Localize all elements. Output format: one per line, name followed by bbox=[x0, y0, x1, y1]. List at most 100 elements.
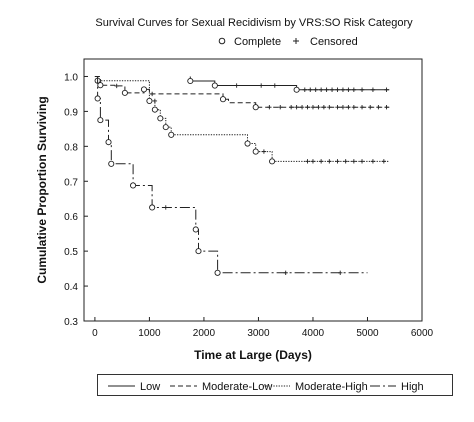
series-line-0 bbox=[189, 76, 390, 91]
complete-point-3-8 bbox=[214, 269, 221, 276]
censored-point-1-19 bbox=[384, 105, 389, 110]
censored-point-1-0 bbox=[114, 83, 119, 89]
censored-point-3-0 bbox=[163, 205, 168, 210]
complete-point-2-3 bbox=[157, 115, 164, 122]
series-2 bbox=[94, 76, 390, 165]
complete-point-2-2 bbox=[151, 106, 158, 113]
censored-point-1-12 bbox=[335, 105, 340, 110]
censored-point-0-15 bbox=[384, 87, 389, 92]
chart-title: Survival Curves for Sexual Recidivism by… bbox=[95, 17, 413, 29]
y-tick-label-5: 0.8 bbox=[64, 142, 78, 153]
censored-point-1-3 bbox=[278, 105, 283, 110]
x-tick-label-5: 5000 bbox=[356, 328, 379, 339]
complete-point-1-3 bbox=[219, 96, 227, 103]
x-tick-label-4: 4000 bbox=[302, 328, 325, 339]
marker-legend: Complete Censored bbox=[218, 36, 358, 48]
censored-point-1-6 bbox=[299, 105, 305, 110]
complete-point-2-5 bbox=[168, 131, 175, 138]
censored-point-0-6 bbox=[318, 87, 324, 92]
series-line-1 bbox=[94, 76, 390, 108]
line-legend: Low Moderate-Low Moderate-High High bbox=[97, 374, 453, 396]
censored-point-2-10 bbox=[370, 159, 376, 164]
censored-point-2-8 bbox=[351, 159, 357, 164]
censored-point-2-4 bbox=[318, 159, 324, 164]
censored-point-1-5 bbox=[294, 105, 299, 110]
censored-point-0-13 bbox=[359, 87, 365, 92]
censored-point-2-0 bbox=[152, 98, 158, 104]
censored-point-1-9 bbox=[316, 105, 321, 110]
complete-point-2-6 bbox=[244, 140, 251, 147]
complete-point-3-5 bbox=[149, 204, 156, 211]
censored-point-2-3 bbox=[310, 159, 316, 164]
y-tick-label-0: 0.3 bbox=[64, 317, 78, 328]
y-tick-label-4: 0.7 bbox=[64, 177, 78, 188]
censored-point-1-4 bbox=[288, 105, 294, 110]
censored-point-2-5 bbox=[327, 159, 332, 164]
censored-point-0-9 bbox=[335, 87, 340, 92]
censored-point-1-16 bbox=[359, 105, 365, 110]
y-tick-label-2: 0.5 bbox=[64, 247, 78, 258]
censored-point-0-5 bbox=[313, 87, 318, 92]
complete-point-1-4 bbox=[252, 104, 259, 111]
censored-point-2-2 bbox=[305, 159, 310, 164]
censored-point-1-14 bbox=[346, 105, 351, 110]
y-tick-label-7: 1.0 bbox=[64, 72, 78, 83]
censored-point-0-2 bbox=[272, 83, 278, 88]
x-tick-label-3: 3000 bbox=[247, 328, 270, 339]
complete-point-2-7 bbox=[252, 148, 259, 155]
censored-marker-symbol bbox=[293, 38, 299, 44]
complete-point-3-2 bbox=[105, 139, 112, 146]
x-axis-label: Time at Large (Days) bbox=[194, 348, 312, 362]
complete-point-2-1 bbox=[146, 97, 153, 104]
x-tick-label-6: 6000 bbox=[411, 328, 434, 339]
legend-label-1: Moderate-Low bbox=[202, 381, 272, 393]
censored-point-0-7 bbox=[324, 87, 329, 92]
complete-point-2-8 bbox=[269, 158, 276, 165]
y-axis: 0.3 0.4 0.5 0.6 0.7 0.8 0.9 1.0 bbox=[64, 72, 88, 328]
censored-marker-label: Censored bbox=[310, 36, 358, 48]
censored-point-1-15 bbox=[351, 105, 357, 110]
x-tick-label-1: 1000 bbox=[138, 328, 161, 339]
series-layer bbox=[94, 76, 390, 276]
complete-point-0-0 bbox=[187, 77, 194, 85]
censored-point-0-14 bbox=[370, 87, 376, 92]
censored-point-1-17 bbox=[368, 105, 373, 110]
complete-point-3-4 bbox=[130, 182, 137, 189]
complete-point-0-2 bbox=[293, 86, 300, 93]
censored-point-1-18 bbox=[376, 105, 381, 110]
censored-point-0-3 bbox=[302, 87, 307, 92]
x-tick-label-0: 0 bbox=[92, 328, 98, 339]
censored-point-0-10 bbox=[340, 87, 346, 92]
complete-point-1-1 bbox=[121, 89, 128, 96]
complete-point-1-0 bbox=[97, 82, 104, 89]
complete-point-3-0 bbox=[94, 95, 101, 102]
legend-label-0: Low bbox=[140, 381, 160, 393]
series-0 bbox=[187, 76, 390, 93]
y-tick-label-6: 0.9 bbox=[64, 107, 78, 118]
censored-point-1-1 bbox=[149, 91, 155, 97]
censored-point-2-11 bbox=[381, 159, 387, 164]
censored-point-0-0 bbox=[234, 83, 239, 88]
complete-marker-symbol bbox=[218, 37, 226, 45]
censored-point-2-9 bbox=[359, 159, 365, 164]
censored-point-3-1 bbox=[283, 270, 288, 275]
series-1 bbox=[94, 76, 390, 111]
x-tick-label-2: 2000 bbox=[193, 328, 216, 339]
y-tick-label-3: 0.6 bbox=[64, 212, 78, 223]
censored-point-0-4 bbox=[308, 87, 313, 92]
censored-point-2-6 bbox=[335, 159, 340, 164]
censored-point-1-2 bbox=[267, 105, 272, 110]
series-3 bbox=[94, 76, 368, 276]
censored-point-3-2 bbox=[338, 270, 343, 275]
plot-frame bbox=[83, 58, 423, 322]
legend-label-3: High bbox=[401, 381, 424, 393]
censored-point-0-8 bbox=[329, 87, 335, 92]
complete-point-3-1 bbox=[97, 117, 104, 124]
complete-point-3-3 bbox=[108, 160, 115, 167]
censored-point-1-13 bbox=[340, 105, 346, 110]
complete-marker-label: Complete bbox=[234, 36, 281, 48]
censored-point-1-7 bbox=[305, 105, 310, 110]
series-line-3 bbox=[94, 76, 368, 274]
